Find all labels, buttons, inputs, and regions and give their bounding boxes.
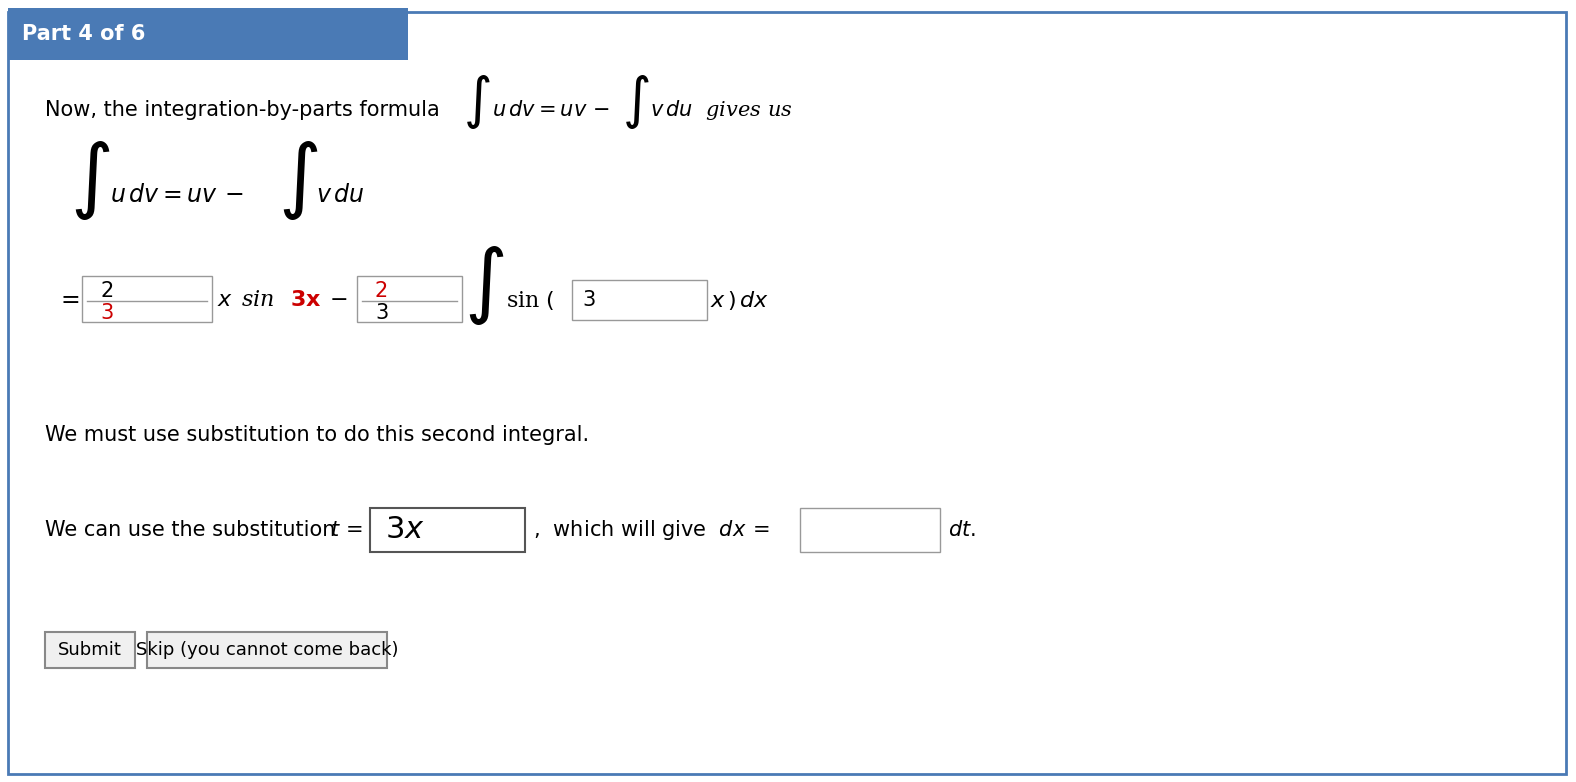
Text: 2: 2 <box>375 281 388 301</box>
FancyBboxPatch shape <box>8 12 1567 774</box>
Text: $v\,du$  gives us: $v\,du$ gives us <box>649 98 793 122</box>
Text: Part 4 of 6: Part 4 of 6 <box>22 24 145 44</box>
FancyBboxPatch shape <box>147 632 388 668</box>
Text: $x\,$ sin: $x\,$ sin <box>217 289 276 311</box>
Bar <box>370 508 525 552</box>
Text: 2: 2 <box>99 281 113 301</box>
Text: 3: 3 <box>582 290 596 310</box>
Text: 3: 3 <box>99 303 113 323</box>
Text: $\int$: $\int$ <box>463 245 504 327</box>
Text: 3: 3 <box>375 303 388 323</box>
Text: $dt.$: $dt.$ <box>949 520 976 540</box>
Bar <box>572 280 708 320</box>
Text: $\int$: $\int$ <box>69 140 110 222</box>
Bar <box>82 276 213 322</box>
Text: $t\,=$: $t\,=$ <box>329 521 362 540</box>
Bar <box>8 8 408 60</box>
Text: We must use substitution to do this second integral.: We must use substitution to do this seco… <box>46 425 589 445</box>
Text: $\int$: $\int$ <box>277 140 318 222</box>
Text: Skip (you cannot come back): Skip (you cannot come back) <box>136 641 399 659</box>
Text: $x\,)\,dx$: $x\,)\,dx$ <box>711 289 769 311</box>
Text: $3x$: $3x$ <box>385 515 424 546</box>
Text: sin $($: sin $($ <box>506 289 555 311</box>
Bar <box>801 508 939 552</box>
Text: $v\,du$: $v\,du$ <box>317 184 364 206</box>
Text: We can use the substitution: We can use the substitution <box>46 520 348 540</box>
Text: ,  which will give  $dx\,=$: , which will give $dx\,=$ <box>533 518 769 542</box>
Text: $\mathbf{3x}$: $\mathbf{3x}$ <box>290 289 322 311</box>
FancyBboxPatch shape <box>46 632 136 668</box>
Text: $u\,dv = uv\,-$: $u\,dv = uv\,-$ <box>110 184 243 206</box>
Text: =: = <box>60 288 80 312</box>
Text: Submit: Submit <box>58 641 121 659</box>
Bar <box>358 276 462 322</box>
Text: $u\,dv = uv\,-$: $u\,dv = uv\,-$ <box>492 100 610 120</box>
Text: $\int$: $\int$ <box>463 73 490 131</box>
Text: $\int$: $\int$ <box>623 73 649 131</box>
Text: Now, the integration-by-parts formula: Now, the integration-by-parts formula <box>46 100 440 120</box>
Text: −: − <box>329 290 348 310</box>
